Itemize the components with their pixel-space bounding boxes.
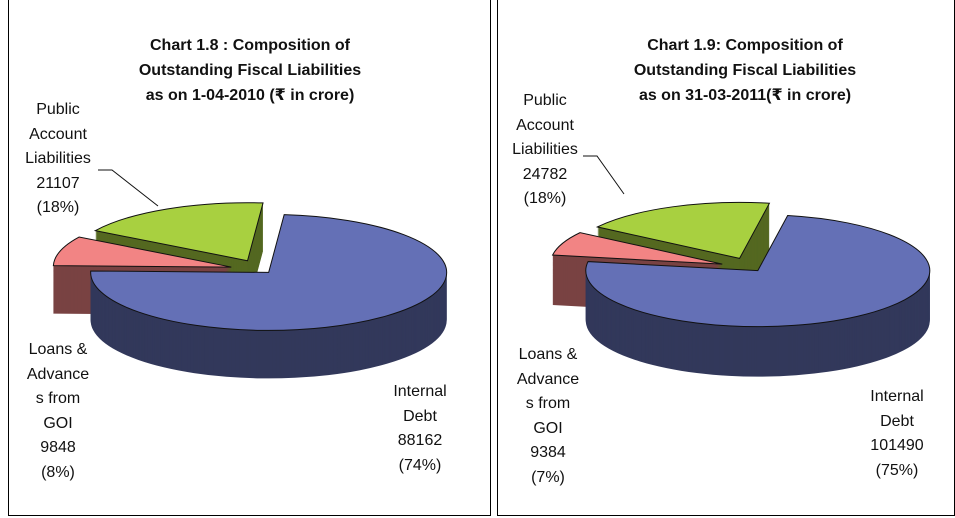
slice [585,214,931,328]
slice [93,202,264,262]
leader-line [583,155,625,195]
percent-label: (74%) [398,456,442,474]
category-label: Internal Debt [870,388,924,430]
value-label: 101490 [870,437,924,454]
slice [595,201,771,259]
slice [90,214,448,331]
percent-label: (18%) [36,199,80,216]
chart-title: Chart 1.8 : Composition of Outstanding F… [138,37,362,104]
chart-panel [8,0,491,516]
value-label: 9848 [40,439,76,456]
pie [551,201,931,377]
pie [52,202,448,379]
slice-label: Loans & Advance s from GOI 9848 (8%) [27,338,89,485]
chart-title: Chart 1.9: Composition of Outstanding Fi… [633,37,857,104]
value-label: 9384 [530,444,566,461]
slice-label: Public Account Liabilities 21107 (18%) [25,98,91,221]
slice-label: Internal Debt 101490 (75%) [870,385,923,483]
slice-label: Internal Debt 88162 (74%) [393,380,446,478]
value-label: 21107 [36,174,80,192]
percent-label: (75%) [875,461,919,479]
percent-label: (7%) [531,468,565,486]
leader-line [98,169,159,207]
slice-label: Loans & Advance s from GOI 9384 (7%) [517,343,579,490]
value-label: 88162 [397,432,443,449]
category-label: Loans & Advance s from GOI [516,346,580,437]
percent-label: (8%) [41,463,75,481]
slice-label: Public Account Liabilities 24782 (18%) [512,89,578,212]
category-label: Public Account Liabilities [512,92,578,158]
slice [551,232,723,265]
percent-label: (18%) [523,190,567,207]
slice [52,236,232,268]
category-label: Loans & Advance s from GOI [26,341,90,432]
category-label: Internal Debt [393,383,447,425]
value-label: 24782 [522,165,568,183]
category-label: Public Account Liabilities [25,101,91,167]
